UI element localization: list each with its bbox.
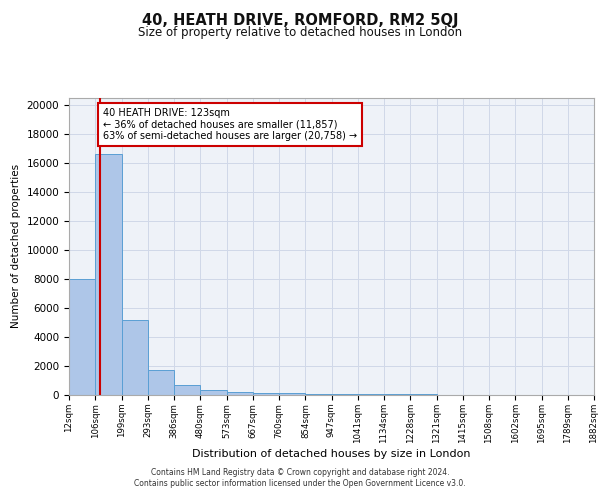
- Bar: [358, 394, 384, 395]
- Bar: [148, 370, 174, 395]
- Bar: [331, 394, 358, 395]
- Bar: [200, 390, 227, 395]
- Bar: [279, 394, 305, 395]
- Bar: [174, 385, 200, 395]
- Text: Contains HM Land Registry data © Crown copyright and database right 2024.
Contai: Contains HM Land Registry data © Crown c…: [134, 468, 466, 487]
- Text: 40 HEATH DRIVE: 123sqm
← 36% of detached houses are smaller (11,857)
63% of semi: 40 HEATH DRIVE: 123sqm ← 36% of detached…: [103, 108, 357, 141]
- Bar: [305, 394, 331, 395]
- Text: 40, HEATH DRIVE, ROMFORD, RM2 5QJ: 40, HEATH DRIVE, ROMFORD, RM2 5QJ: [142, 12, 458, 28]
- Text: Size of property relative to detached houses in London: Size of property relative to detached ho…: [138, 26, 462, 39]
- Bar: [253, 393, 279, 395]
- X-axis label: Distribution of detached houses by size in London: Distribution of detached houses by size …: [192, 448, 471, 458]
- Bar: [95, 154, 121, 395]
- Bar: [227, 392, 253, 395]
- Bar: [384, 394, 410, 395]
- Bar: [410, 394, 437, 395]
- Y-axis label: Number of detached properties: Number of detached properties: [11, 164, 21, 328]
- Bar: [69, 279, 95, 395]
- Bar: [121, 320, 148, 395]
